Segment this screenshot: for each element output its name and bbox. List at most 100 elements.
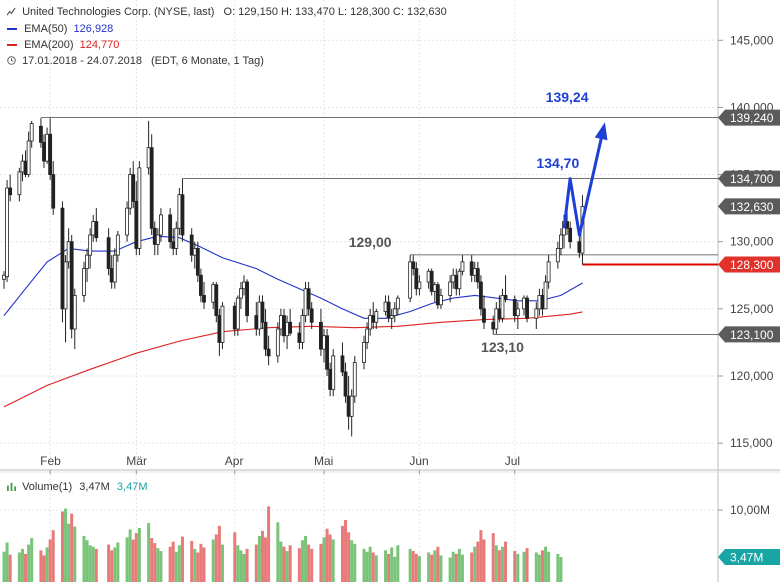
- candle-body: [94, 221, 99, 239]
- volume-bar: [2, 551, 6, 582]
- volume-bar: [322, 537, 326, 582]
- volume-bar: [48, 539, 52, 582]
- ema50-swatch: [7, 28, 17, 31]
- volume-bar: [534, 552, 538, 582]
- candle-up: [279, 308, 283, 336]
- volume-bar: [8, 554, 12, 582]
- price-badge-bg: [718, 326, 780, 343]
- candle-body: [106, 237, 111, 269]
- candle-up: [515, 302, 520, 329]
- volume-bar: [30, 538, 34, 582]
- price-badge-bg: [718, 109, 780, 126]
- candle-up: [91, 214, 96, 242]
- candle-body: [131, 174, 136, 202]
- month-label: Mai: [314, 454, 333, 468]
- volume-bar: [239, 550, 243, 582]
- candle-down: [245, 279, 249, 323]
- price-badge-label: 123,100: [730, 328, 774, 342]
- candle-body: [365, 328, 369, 343]
- candle-down: [171, 228, 176, 256]
- ema200-legend[interactable]: EMA(200) 124,770: [7, 38, 119, 52]
- candle-body: [51, 174, 56, 209]
- candle-up: [395, 295, 400, 316]
- candle-down: [469, 255, 474, 282]
- volume-bar: [476, 541, 480, 582]
- volume-bar: [522, 551, 526, 582]
- candle-down: [266, 335, 271, 366]
- candle-down: [340, 342, 345, 376]
- price-tick-label: 145,000: [730, 33, 774, 47]
- clock-icon: [7, 56, 16, 65]
- candle-up: [448, 275, 453, 303]
- candle-body: [60, 207, 65, 310]
- instrument-name: United Technologies Corp. (NYSE, last): [22, 6, 215, 18]
- volume-icon: [7, 482, 16, 491]
- candle-body: [48, 133, 53, 175]
- candle-body: [349, 395, 354, 417]
- candle-up: [392, 302, 397, 323]
- candle-body: [525, 297, 529, 319]
- volume-bar: [387, 553, 391, 582]
- candle-body: [134, 201, 139, 249]
- candle-up: [45, 127, 49, 164]
- candle-up: [257, 295, 262, 336]
- candle-body: [282, 315, 286, 337]
- candle-down: [109, 255, 114, 289]
- candle-down: [568, 221, 573, 249]
- candle-body: [500, 295, 505, 319]
- candle-down: [346, 376, 351, 430]
- candle-up: [365, 322, 369, 350]
- price-badge-bg: [718, 256, 780, 273]
- candle-body: [285, 321, 289, 337]
- candle-body: [325, 335, 329, 370]
- candle-body: [128, 174, 133, 209]
- candle-up: [537, 288, 542, 316]
- candle-body: [275, 328, 280, 357]
- volume-bar: [414, 553, 418, 582]
- candle-up: [451, 268, 456, 289]
- candle-down: [23, 150, 28, 178]
- price-badge-bg: [718, 170, 780, 187]
- candle-body: [5, 187, 9, 278]
- ema200-swatch: [7, 44, 17, 47]
- range-note: (EDT, 6 Monate, 1 Tag): [151, 55, 264, 67]
- volume-bar: [537, 554, 541, 582]
- candle-body: [137, 167, 142, 249]
- candle-body: [2, 274, 6, 280]
- candle-body: [155, 234, 160, 245]
- volume-bar: [353, 543, 357, 582]
- candle-up: [349, 389, 354, 437]
- price-badges: 139,240 134,700 132,630 128,300 123,100: [718, 109, 780, 343]
- candle-down: [429, 268, 434, 296]
- candle-up: [331, 349, 336, 397]
- candle-body: [306, 288, 311, 310]
- volume-bar: [500, 546, 504, 582]
- candle-down: [48, 118, 53, 180]
- candle-body: [192, 248, 197, 256]
- ema50-legend[interactable]: EMA(50) 126,928: [7, 22, 113, 36]
- candle-down: [152, 221, 157, 256]
- candle-body: [91, 221, 96, 236]
- candle-down: [199, 268, 203, 303]
- volume-bar: [171, 541, 175, 582]
- volume-bar: [368, 546, 372, 582]
- candle-body: [115, 234, 120, 256]
- candle-body: [537, 295, 542, 310]
- candle-down: [202, 282, 206, 309]
- candle-body: [435, 284, 440, 306]
- volume-bar: [174, 551, 178, 582]
- candle-down: [260, 295, 265, 329]
- candle-up: [559, 228, 563, 256]
- volume-bar: [300, 540, 304, 582]
- candle-down: [263, 308, 268, 356]
- volume-bar: [451, 551, 455, 582]
- candle-down: [288, 308, 293, 336]
- price-badge-bg: [718, 198, 780, 215]
- candle-body: [331, 355, 336, 390]
- price-axis: 115,000120,000125,000130,000135,000140,0…: [718, 33, 774, 450]
- candle-body: [263, 321, 268, 350]
- candle-body: [362, 342, 366, 363]
- month-grid: [49, 0, 516, 582]
- volume-bar: [396, 545, 400, 582]
